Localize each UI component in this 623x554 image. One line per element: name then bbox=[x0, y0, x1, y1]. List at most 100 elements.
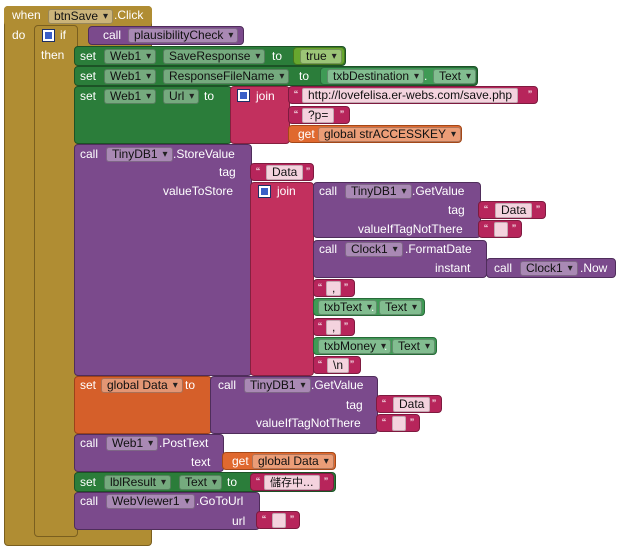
component-dropdown[interactable]: Clock1 bbox=[345, 242, 403, 257]
set-label: set bbox=[80, 475, 97, 489]
quote-open: “ bbox=[294, 88, 298, 102]
method-label: .GoToUrl bbox=[196, 494, 244, 508]
mutator-gear-icon[interactable] bbox=[237, 89, 250, 102]
to-label: to bbox=[204, 89, 215, 103]
property-dropdown[interactable]: ResponseFileName bbox=[163, 69, 290, 84]
empty-text[interactable] bbox=[272, 513, 286, 528]
component-dropdown[interactable]: txbDestination bbox=[327, 69, 425, 84]
procedure-dropdown[interactable]: plausibilityCheck bbox=[128, 28, 239, 43]
to-label: to bbox=[185, 378, 196, 392]
call-label: call bbox=[319, 184, 338, 198]
valueiftagnotthere-label: valueIfTagNotThere bbox=[358, 222, 463, 236]
storevalue-block[interactable] bbox=[74, 144, 252, 376]
dot-separator: . bbox=[424, 69, 428, 83]
variable-dropdown[interactable]: global strACCESSKEY bbox=[318, 127, 462, 142]
set-label: set bbox=[80, 49, 97, 63]
component-dropdown[interactable]: txbText bbox=[318, 300, 378, 315]
quote-close: ” bbox=[324, 475, 328, 489]
to-label: to bbox=[227, 475, 238, 489]
call-label: call bbox=[80, 147, 99, 161]
when-label: when bbox=[12, 8, 41, 22]
mutator-gear-icon[interactable] bbox=[258, 185, 271, 198]
then-label: then bbox=[41, 48, 65, 62]
join-label: join bbox=[256, 89, 275, 103]
call-label: call bbox=[103, 28, 122, 42]
quote-close: ” bbox=[306, 165, 310, 179]
method-label: .Now bbox=[580, 261, 608, 275]
set-label: set bbox=[80, 89, 97, 103]
component-dropdown[interactable]: Clock1 bbox=[520, 261, 578, 276]
quote-close: ” bbox=[432, 397, 436, 411]
quote-close: ” bbox=[528, 88, 532, 102]
property-dropdown[interactable]: SaveResponse bbox=[163, 49, 266, 64]
event-component-dropdown[interactable]: btnSave bbox=[48, 9, 114, 24]
component-dropdown[interactable]: lblResult bbox=[104, 475, 172, 490]
comma-text[interactable]: , bbox=[326, 320, 342, 335]
tag-text[interactable]: Data bbox=[393, 397, 431, 412]
property-dropdown[interactable]: Url bbox=[163, 89, 200, 104]
call-label: call bbox=[80, 436, 99, 450]
valuetostore-label: valueToStore bbox=[163, 184, 234, 198]
component-dropdown[interactable]: TinyDB1 bbox=[106, 147, 173, 162]
status-text[interactable]: 儲存中... bbox=[264, 475, 320, 490]
component-dropdown[interactable]: Web1 bbox=[106, 436, 159, 451]
component-dropdown[interactable]: TinyDB1 bbox=[345, 184, 412, 199]
quote-close: ” bbox=[512, 222, 516, 236]
join-label: join bbox=[277, 184, 296, 198]
component-dropdown[interactable]: Web1 bbox=[104, 49, 157, 64]
query-text[interactable]: ?p= bbox=[302, 108, 335, 123]
tag-text[interactable]: Data bbox=[266, 165, 304, 180]
quote-open: “ bbox=[382, 397, 386, 411]
variable-dropdown[interactable]: global Data bbox=[101, 378, 183, 393]
method-label: .GetValue bbox=[412, 184, 465, 198]
component-dropdown[interactable]: WebViewer1 bbox=[106, 494, 195, 509]
empty-text[interactable] bbox=[392, 416, 406, 431]
method-label: .FormatDate bbox=[405, 242, 472, 256]
property-dropdown[interactable]: Text bbox=[392, 339, 436, 354]
quote-close: ” bbox=[536, 203, 540, 217]
join-block[interactable] bbox=[250, 182, 314, 376]
if-label: if bbox=[60, 28, 66, 42]
component-dropdown[interactable]: Web1 bbox=[104, 69, 157, 84]
tag-label: tag bbox=[448, 203, 465, 217]
instant-label: instant bbox=[435, 261, 471, 275]
variable-dropdown[interactable]: global Data bbox=[252, 454, 334, 469]
dot-separator: . bbox=[371, 300, 375, 314]
method-label: .StoreValue bbox=[173, 147, 235, 161]
to-label: to bbox=[272, 49, 283, 63]
text-label: text bbox=[191, 455, 211, 469]
quote-close: ” bbox=[290, 513, 294, 527]
url-label: url bbox=[232, 514, 246, 528]
boolean-dropdown[interactable]: true bbox=[300, 49, 342, 64]
quote-open: “ bbox=[382, 416, 386, 430]
quote-close: ” bbox=[410, 416, 414, 430]
comma-text[interactable]: , bbox=[326, 281, 342, 296]
call-label: call bbox=[80, 494, 99, 508]
component-dropdown[interactable]: Web1 bbox=[104, 89, 157, 104]
mutator-gear-icon[interactable] bbox=[42, 29, 55, 42]
quote-open: “ bbox=[294, 108, 298, 122]
property-dropdown[interactable]: Text bbox=[433, 69, 477, 84]
component-dropdown[interactable]: TinyDB1 bbox=[244, 378, 311, 393]
call-label: call bbox=[218, 378, 237, 392]
do-label: do bbox=[12, 28, 26, 42]
to-label: to bbox=[299, 69, 310, 83]
valueiftagnotthere-label: valueIfTagNotThere bbox=[256, 416, 361, 430]
event-name-label: .Click bbox=[114, 8, 144, 22]
quote-close: ” bbox=[344, 281, 348, 295]
newline-text[interactable]: \n bbox=[327, 358, 350, 373]
get-label: get bbox=[298, 127, 315, 141]
tag-text[interactable]: Data bbox=[495, 203, 533, 218]
tag-label: tag bbox=[346, 398, 363, 412]
empty-text[interactable] bbox=[494, 222, 508, 237]
quote-open: “ bbox=[256, 165, 260, 179]
property-dropdown[interactable]: Text bbox=[379, 300, 423, 315]
url-text[interactable]: http://lovefelisa.er-webs.com/save.php bbox=[302, 88, 519, 103]
call-label: call bbox=[319, 242, 338, 256]
component-dropdown[interactable]: txbMoney bbox=[318, 339, 392, 354]
method-label: .GetValue bbox=[311, 378, 364, 392]
quote-open: “ bbox=[484, 222, 488, 236]
property-dropdown[interactable]: Text bbox=[179, 475, 223, 490]
if-block[interactable] bbox=[34, 25, 78, 537]
quote-open: “ bbox=[484, 203, 488, 217]
